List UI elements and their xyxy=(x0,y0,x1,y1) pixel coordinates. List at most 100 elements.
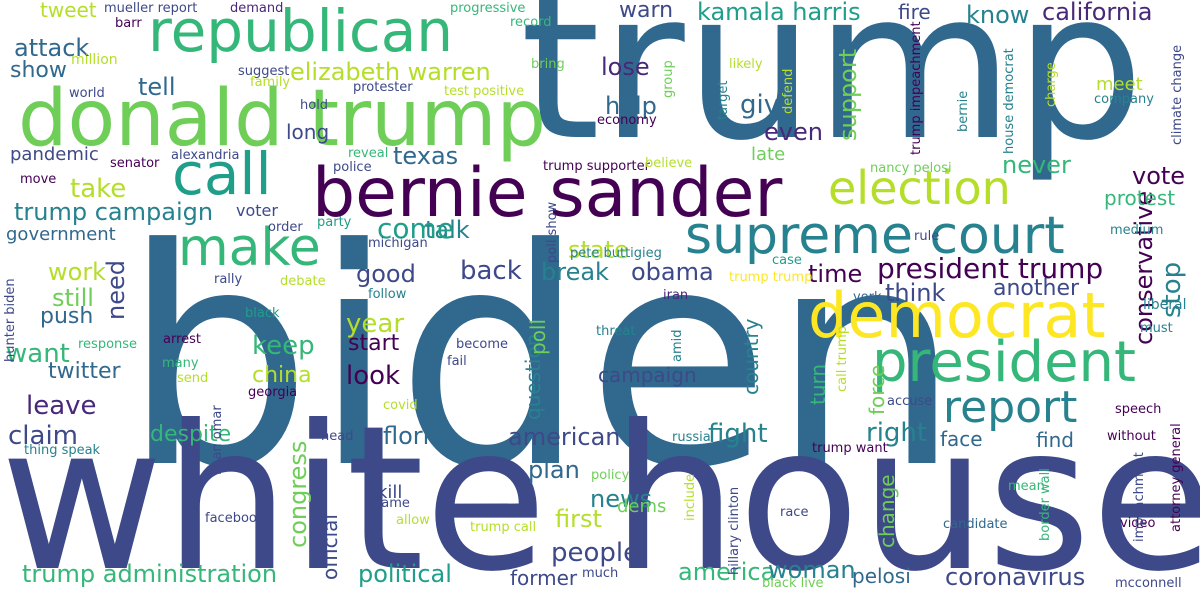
word-trump-campaign: trump campaign xyxy=(14,198,214,226)
word-liberal: liberal xyxy=(1143,297,1187,313)
word-look: look xyxy=(346,361,401,391)
word-trump-trump: trump trump xyxy=(729,270,813,285)
word-iran: iran xyxy=(663,288,689,303)
word-news: news xyxy=(590,485,653,513)
word-much: much xyxy=(582,566,619,581)
word-response: response xyxy=(78,337,138,352)
word-poll-show: poll show xyxy=(545,201,560,263)
word-amid: amid xyxy=(670,329,685,363)
word-think: think xyxy=(885,279,946,307)
word-house-democrat: house democrat xyxy=(1002,48,1017,154)
word-mean: mean xyxy=(1008,479,1045,494)
word-company: company xyxy=(1094,92,1154,107)
word-alexandria: alexandria xyxy=(171,148,240,163)
word-plan: plan xyxy=(528,456,580,484)
word-kamala-harris: kamala harris xyxy=(697,0,861,26)
word-time: time xyxy=(808,260,863,288)
word-dems: dems xyxy=(617,496,667,517)
word-tell: tell xyxy=(138,73,176,101)
word-voter: voter xyxy=(236,201,278,220)
word-protester: protester xyxy=(353,80,413,95)
word-send: send xyxy=(177,371,209,386)
word-case: case xyxy=(772,253,802,268)
word-without: without xyxy=(1107,429,1156,444)
word-arrest: arrest xyxy=(163,332,202,347)
word-make: make xyxy=(178,218,321,278)
word-party: party xyxy=(317,215,352,230)
word-target: target xyxy=(716,80,731,120)
word-record: record xyxy=(510,15,552,30)
word-many: many xyxy=(162,356,199,371)
word-first: first xyxy=(555,505,602,533)
word-trump-administration: trump administration xyxy=(22,560,278,588)
word-twitter: twitter xyxy=(48,359,121,384)
word-bring: bring xyxy=(531,57,565,72)
word-still: still xyxy=(52,284,94,312)
word-group: group xyxy=(661,60,676,98)
word-take: take xyxy=(70,174,127,204)
word-allow: allow xyxy=(396,513,430,528)
word-hillary-clinton: hillary clinton xyxy=(727,486,742,575)
word-race: race xyxy=(780,505,809,520)
word-trump-want: trump want xyxy=(812,441,888,456)
word-democrat: democrat xyxy=(808,279,1106,352)
word-talk: talk xyxy=(425,216,470,244)
word-kill: kill xyxy=(377,482,403,503)
word-must: must xyxy=(1140,321,1173,336)
word-show: show xyxy=(10,58,67,83)
word-attack: attack xyxy=(14,34,90,62)
word-barr: barr xyxy=(115,16,142,31)
word-election: election xyxy=(828,161,1011,215)
word-black-live: black live xyxy=(762,576,824,591)
word-know: know xyxy=(966,1,1030,29)
word-claim: claim xyxy=(8,421,79,451)
word-change: change xyxy=(875,474,899,548)
word-year: year xyxy=(346,309,405,339)
word-demand: demand xyxy=(230,1,284,16)
word-face: face xyxy=(940,427,983,451)
word-help: help xyxy=(605,92,657,120)
word-video: video xyxy=(1120,516,1156,531)
word-trump-call: trump call xyxy=(470,520,537,535)
word-stop: stop xyxy=(1157,261,1187,318)
word-political: political xyxy=(358,560,452,588)
word-trump-impeachment: trump impeachment xyxy=(909,21,924,155)
word-never: never xyxy=(1002,151,1071,179)
word-hold: hold xyxy=(300,98,329,113)
word-republican: republican xyxy=(148,0,454,65)
word-candidate: candidate xyxy=(943,517,1008,532)
word-florida: florida xyxy=(383,422,460,450)
word-another: another xyxy=(993,276,1080,301)
word-texas: texas xyxy=(393,142,459,170)
word-family: family xyxy=(250,75,291,90)
word-police: police xyxy=(333,160,372,175)
word-pandemic: pandemic xyxy=(10,144,99,165)
word-find: find xyxy=(1036,428,1074,452)
word-president-trump: president trump xyxy=(877,252,1104,285)
word-facebook: facebook xyxy=(205,511,265,526)
word-fail: fail xyxy=(447,354,467,369)
word-order: order xyxy=(268,220,303,235)
word-york: york xyxy=(853,290,882,305)
word-trump-supporter: trump supporter xyxy=(543,159,650,174)
word-michigan: michigan xyxy=(368,236,428,251)
word-leave: leave xyxy=(26,391,97,421)
word-obama: obama xyxy=(631,258,714,286)
word-progressive: progressive xyxy=(450,1,526,16)
word-despite: despite xyxy=(150,422,232,447)
word-president: president xyxy=(872,330,1136,395)
word-people: people xyxy=(551,538,640,568)
word-state: state xyxy=(568,236,629,264)
word-rule: rule xyxy=(914,229,940,244)
word-defend: defend xyxy=(781,68,796,114)
word-name: name xyxy=(373,496,410,511)
word-campaign: campaign xyxy=(598,363,697,387)
word-senator: senator xyxy=(110,156,160,171)
word-covid: covid xyxy=(383,398,418,413)
word-lose: lose xyxy=(601,53,650,81)
word-reveal: reveal xyxy=(348,146,389,161)
word-accuse: accuse xyxy=(887,394,933,409)
word-need: need xyxy=(102,260,130,320)
word-trump: trump xyxy=(520,0,1145,186)
